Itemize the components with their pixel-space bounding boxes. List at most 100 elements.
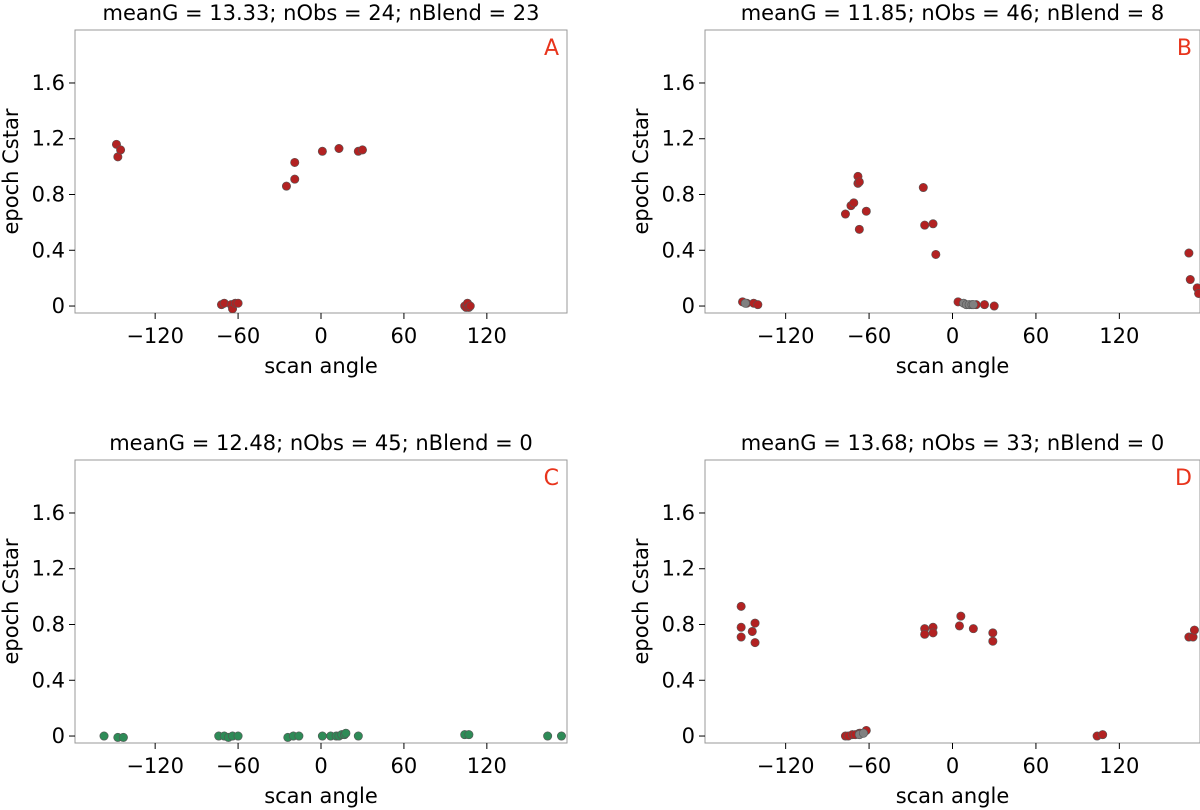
data-point: [968, 300, 978, 310]
x-tick-label: −120: [126, 754, 184, 778]
x-tick-label: −60: [847, 324, 891, 348]
chart-title: meanG = 12.48; nObs = 45; nBlend = 0: [109, 431, 533, 455]
data-points: [736, 601, 1199, 741]
y-tick-label: 0.4: [662, 668, 695, 692]
data-point: [988, 636, 998, 646]
y-axis-label: epoch Cstar: [0, 108, 23, 234]
data-points: [111, 139, 475, 313]
data-point: [233, 731, 243, 741]
y-tick-label: 0: [52, 724, 65, 748]
data-point: [931, 249, 941, 259]
chart-title: meanG = 13.68; nObs = 33; nBlend = 0: [741, 431, 1165, 455]
y-axis-label: epoch Cstar: [0, 538, 23, 664]
y-tick-label: 0.8: [32, 183, 65, 207]
data-point: [979, 300, 989, 310]
x-tick-label: 0: [314, 754, 327, 778]
panel-letter: C: [544, 466, 559, 491]
x-tick-label: 0: [946, 324, 959, 348]
data-point: [317, 146, 327, 156]
x-tick-label: −60: [216, 754, 260, 778]
x-tick-label: 60: [391, 324, 418, 348]
data-points: [738, 171, 1200, 311]
x-tick-label: 120: [467, 754, 507, 778]
data-point: [118, 732, 128, 742]
data-point: [753, 300, 763, 310]
data-point: [920, 220, 930, 230]
data-point: [1189, 625, 1199, 635]
chart-title: meanG = 11.85; nObs = 46; nBlend = 8: [741, 1, 1165, 25]
data-point: [954, 621, 964, 631]
panel-b: meanG = 11.85; nObs = 46; nBlend = 8 B −12…: [629, 1, 1200, 378]
data-point: [290, 174, 300, 184]
data-point: [290, 157, 300, 167]
x-axis-label: scan angle: [896, 784, 1010, 808]
data-point: [859, 728, 869, 738]
plot-frame: [704, 459, 1200, 744]
x-tick-label: −120: [757, 754, 815, 778]
y-tick-label: 0: [682, 724, 695, 748]
data-point: [840, 209, 850, 219]
data-points: [99, 728, 566, 742]
data-point: [317, 731, 327, 741]
plot-frame: [74, 459, 568, 744]
y-tick-label: 1.2: [662, 127, 695, 151]
data-point: [854, 177, 864, 187]
x-tick-label: 0: [314, 324, 327, 348]
data-point: [928, 628, 938, 638]
data-point: [116, 145, 126, 155]
y-tick-label: 0.4: [32, 668, 65, 692]
y-tick-label: 0: [682, 294, 695, 318]
data-point: [920, 629, 930, 639]
data-point: [861, 206, 871, 216]
y-tick-label: 0.8: [662, 613, 695, 637]
y-tick-label: 0.8: [32, 613, 65, 637]
data-point: [968, 624, 978, 634]
data-point: [281, 181, 291, 191]
data-point: [556, 731, 566, 741]
x-tick-label: 0: [946, 754, 959, 778]
data-point: [928, 219, 938, 229]
x-tick-label: −60: [847, 754, 891, 778]
x-axis-label: scan angle: [264, 784, 378, 808]
data-point: [988, 628, 998, 638]
x-tick-label: 60: [391, 754, 418, 778]
data-point: [750, 638, 760, 648]
x-axis-label: scan angle: [264, 354, 378, 378]
y-tick-label: 1.2: [32, 557, 65, 581]
data-point: [543, 731, 553, 741]
y-tick-label: 1.6: [662, 501, 695, 525]
y-tick-label: 0: [52, 294, 65, 318]
y-tick-label: 0.4: [32, 238, 65, 262]
data-point: [294, 731, 304, 741]
plot-frame: [74, 29, 568, 314]
panel-letter: A: [544, 36, 559, 61]
data-point: [465, 301, 475, 311]
data-point: [736, 601, 746, 611]
x-tick-label: 120: [467, 324, 507, 348]
y-tick-label: 1.6: [32, 501, 65, 525]
data-point: [740, 298, 750, 308]
data-point: [1194, 288, 1200, 298]
data-point: [736, 622, 746, 632]
data-point: [334, 143, 344, 153]
data-point: [736, 632, 746, 642]
panel-d: meanG = 13.68; nObs = 33; nBlend = 0 D −12…: [629, 431, 1200, 808]
y-tick-label: 0.4: [662, 238, 695, 262]
data-point: [747, 626, 757, 636]
x-tick-label: 60: [1023, 324, 1050, 348]
y-tick-label: 1.2: [662, 557, 695, 581]
x-tick-label: −120: [126, 324, 184, 348]
y-tick-label: 0.8: [662, 183, 695, 207]
data-point: [341, 728, 351, 738]
data-point: [1184, 248, 1194, 258]
data-point: [357, 145, 367, 155]
data-point: [99, 731, 109, 741]
x-tick-label: 120: [1099, 324, 1139, 348]
data-point: [956, 611, 966, 621]
panel-a: meanG = 13.33; nObs = 24; nBlend = 23A −1…: [0, 1, 568, 378]
x-tick-label: −60: [216, 324, 260, 348]
x-tick-label: 120: [1099, 754, 1139, 778]
x-tick-label: −120: [757, 324, 815, 348]
y-axis-label: epoch Cstar: [629, 538, 653, 664]
